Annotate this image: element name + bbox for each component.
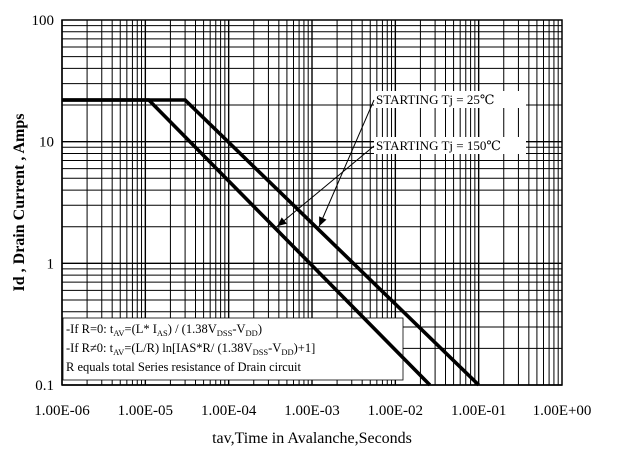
note-text: ) / (1.38V [168, 322, 217, 336]
y-tick-label: 1 [47, 256, 55, 272]
annotation-label-bg [374, 137, 526, 154]
note-line: -If R≠0: tAV=(L/R) ln[IAS*R/ (1.38VDSS-V… [66, 341, 315, 357]
annotation-arrow [276, 145, 375, 227]
x-tick-label: 1.00E-05 [118, 403, 173, 419]
note-subscript: DD [281, 347, 293, 357]
note-text: ) [258, 322, 262, 336]
note-text: =(L/R) ln[IAS*R/ (1.38V [124, 341, 252, 355]
y-tick-label: 0.1 [35, 378, 54, 394]
notes-box: -If R=0: tAV=(L* IAS) / (1.38VDSS-VDD)-I… [62, 317, 404, 381]
annotation-layer: STARTING Tj = 25℃ STARTING Tj = 150℃ [276, 91, 526, 227]
x-tick-label: 1.00E-01 [451, 403, 506, 419]
series-line [62, 98, 432, 387]
note-subscript: DSS [217, 328, 233, 338]
annotation-label-bg [374, 91, 526, 108]
y-axis-label: Id , Drain Current , Amps [11, 114, 28, 292]
x-tick-label: 1.00E-06 [34, 403, 90, 419]
note-text: )+1] [294, 341, 316, 355]
x-tick-label: 1.00E-04 [201, 403, 257, 419]
x-tick-label: 1.00E-02 [368, 403, 423, 419]
series-layer [62, 98, 480, 387]
notes-box-frame [62, 317, 404, 381]
y-tick-labels: 0.1 1 10 100 [32, 13, 55, 394]
x-tick-label: 1.00E+00 [533, 403, 592, 419]
x-axis-label: tav,Time in Avalanche,Seconds [212, 430, 412, 447]
note-line: R equals total Series resistance of Drai… [66, 360, 302, 374]
note-text: -V [268, 341, 281, 355]
plot-frame [61, 19, 563, 386]
annotation-arrowhead [277, 217, 287, 227]
note-text: -If R=0: t [66, 322, 114, 336]
note-subscript: DSS [253, 347, 269, 357]
note-subscript: DD [246, 328, 258, 338]
note-text: -If R≠0: t [66, 341, 114, 355]
y-tick-label: 10 [39, 135, 54, 151]
note-text: =(L* I [125, 322, 157, 336]
note-subscript: AV [113, 328, 125, 338]
y-tick-label: 100 [32, 13, 55, 29]
x-tick-label: 1.00E-03 [284, 403, 339, 419]
note-subscript: AS [157, 328, 168, 338]
annotation-arrow [318, 99, 375, 227]
note-line: -If R=0: tAV=(L* IAS) / (1.38VDSS-VDD) [66, 322, 262, 338]
note-subscript: AV [113, 347, 125, 357]
annotation-arrowhead [319, 216, 327, 227]
note-text: R equals total Series resistance of Drai… [66, 360, 302, 374]
x-tick-labels: 1.00E-06 1.00E-05 1.00E-04 1.00E-03 1.00E-02… [34, 403, 591, 419]
note-text: -V [232, 322, 245, 336]
annotation-label: STARTING Tj = 150℃ [376, 138, 501, 153]
annotation-label: STARTING Tj = 25℃ [376, 92, 494, 107]
